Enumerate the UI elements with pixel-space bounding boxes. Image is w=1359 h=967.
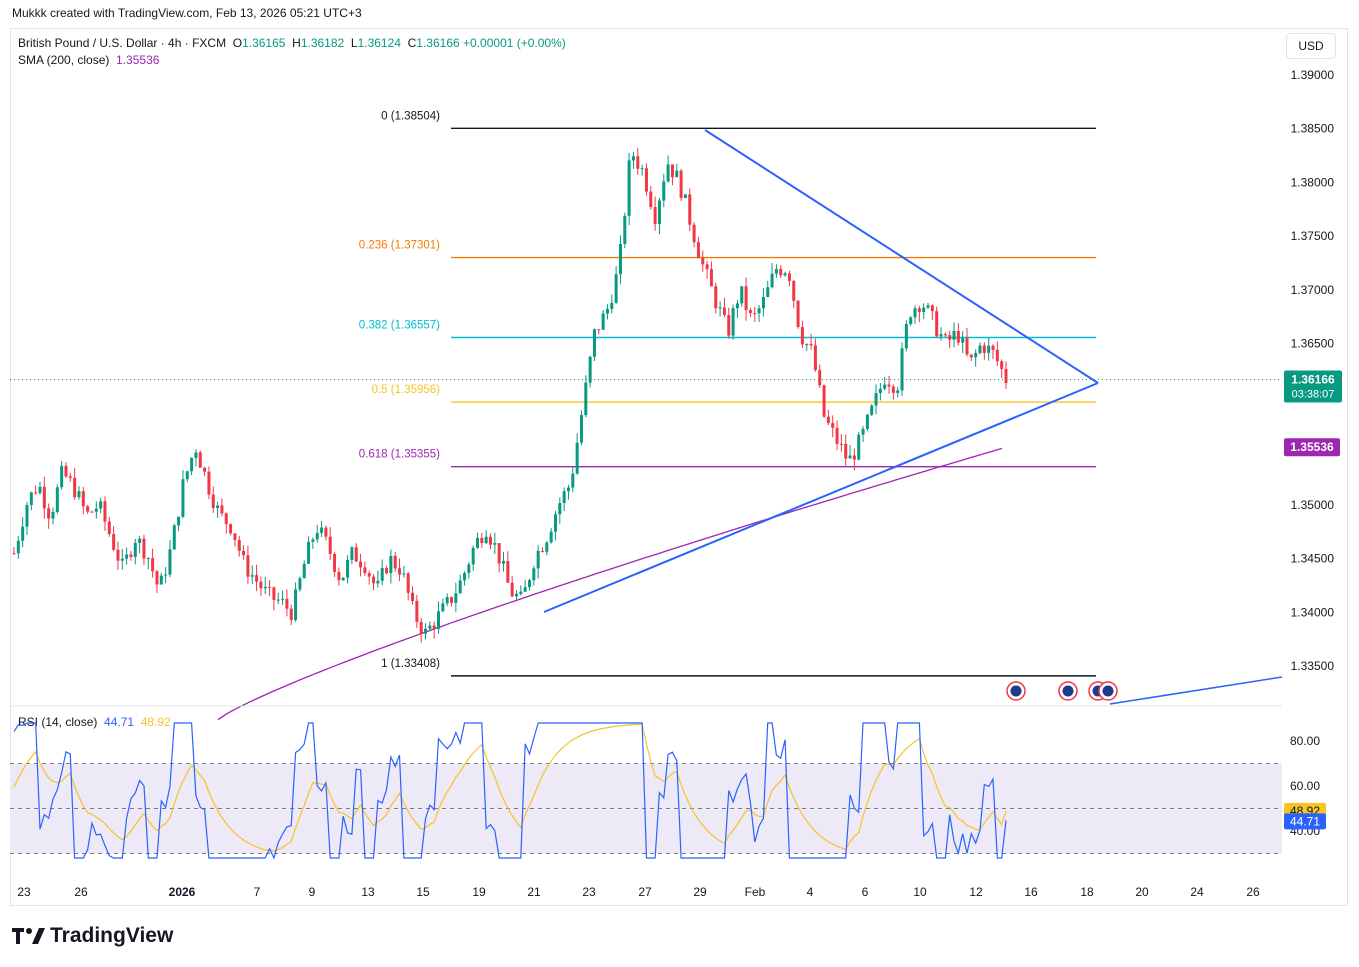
tradingview-logo[interactable]: TradingView — [12, 924, 173, 948]
rsi-value: 44.71 — [104, 715, 135, 729]
sma-label: SMA (200, close) — [18, 53, 110, 67]
open-value: 1.36165 — [242, 36, 286, 50]
rsi-legend[interactable]: RSI (14, close) 44.71 48.92 — [18, 715, 171, 729]
sma-legend[interactable]: SMA (200, close) 1.35536 — [18, 53, 159, 67]
close-value: 1.36166 — [416, 36, 460, 50]
low-label: L — [350, 36, 358, 50]
tradingview-logo-icon — [12, 928, 45, 944]
brand-name: TradingView — [50, 924, 174, 947]
high-label: H — [292, 36, 301, 50]
rsi-label: RSI (14, close) — [18, 715, 98, 729]
currency-button[interactable]: USD — [1286, 33, 1336, 59]
close-label: C — [407, 36, 417, 50]
high-value: 1.36182 — [300, 36, 345, 50]
chart-credit: Mukkk created with TradingView.com, Feb … — [12, 6, 362, 20]
open-label: O — [232, 36, 243, 50]
symbol-name[interactable]: British Pound / U.S. Dollar · 4h · FXCM — [18, 36, 227, 50]
sma-value: 1.35536 — [116, 53, 160, 67]
low-value: 1.36124 — [357, 36, 401, 50]
symbol-legend[interactable]: British Pound / U.S. Dollar · 4h · FXCM … — [18, 36, 566, 50]
chart-frame — [10, 28, 1348, 906]
change-value: +0.00001 (+0.00%) — [463, 36, 566, 50]
rsi-ma-value: 48.92 — [140, 715, 171, 729]
